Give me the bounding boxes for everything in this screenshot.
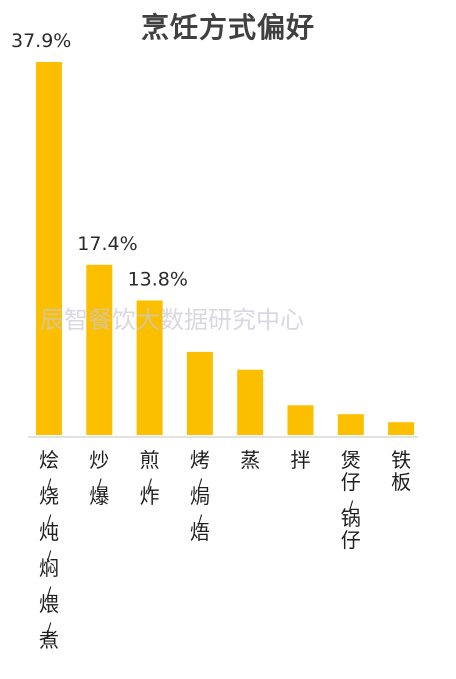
category-label-1: 炒/爆 [89,448,109,508]
chart-title: 烹饪方式偏好 [140,11,315,44]
bar-3 [184,349,215,437]
data-label-2: 13.8% [128,269,188,291]
bar-0 [34,60,64,437]
category-label-5: 拌 [291,448,311,472]
data-label-0: 37.9% [11,30,71,52]
category-label-3: 烤/焗/焐 [190,448,210,544]
category-label-2: 煎/炸 [140,448,160,508]
bar-5 [285,403,316,437]
bar-1 [84,262,115,437]
category-label-6: 煲仔/锅仔 [341,448,361,552]
category-label-7: 铁板 [391,448,411,494]
watermark: 辰智餐饮大数据研究中心 [40,306,304,334]
category-label-0: 烩/烧/炖/焖/煨/煮 [39,448,59,652]
category-label-4: 蒸 [240,448,260,472]
bar-6 [335,412,366,438]
bar-7 [386,420,417,438]
bar-4 [235,367,266,438]
data-label-1: 17.4% [77,233,137,255]
bar-2 [134,298,165,437]
